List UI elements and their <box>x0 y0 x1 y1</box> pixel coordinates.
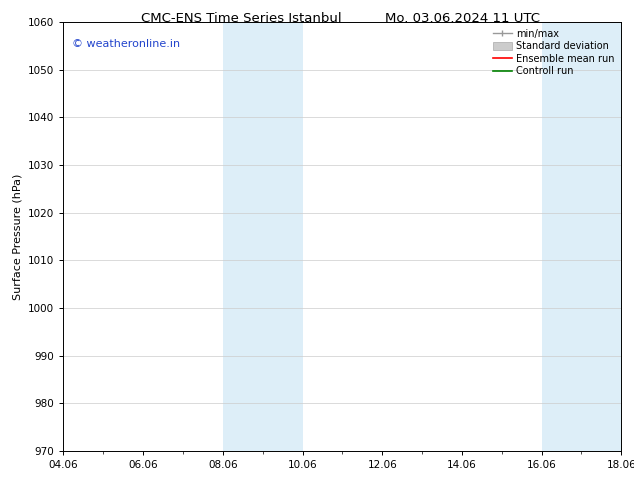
Legend: min/max, Standard deviation, Ensemble mean run, Controll run: min/max, Standard deviation, Ensemble me… <box>491 27 616 78</box>
Text: © weatheronline.in: © weatheronline.in <box>72 39 180 49</box>
Text: Mo. 03.06.2024 11 UTC: Mo. 03.06.2024 11 UTC <box>385 12 540 25</box>
Y-axis label: Surface Pressure (hPa): Surface Pressure (hPa) <box>13 173 23 299</box>
Text: CMC-ENS Time Series Istanbul: CMC-ENS Time Series Istanbul <box>141 12 341 25</box>
Bar <box>223 22 302 451</box>
Bar <box>541 22 621 451</box>
